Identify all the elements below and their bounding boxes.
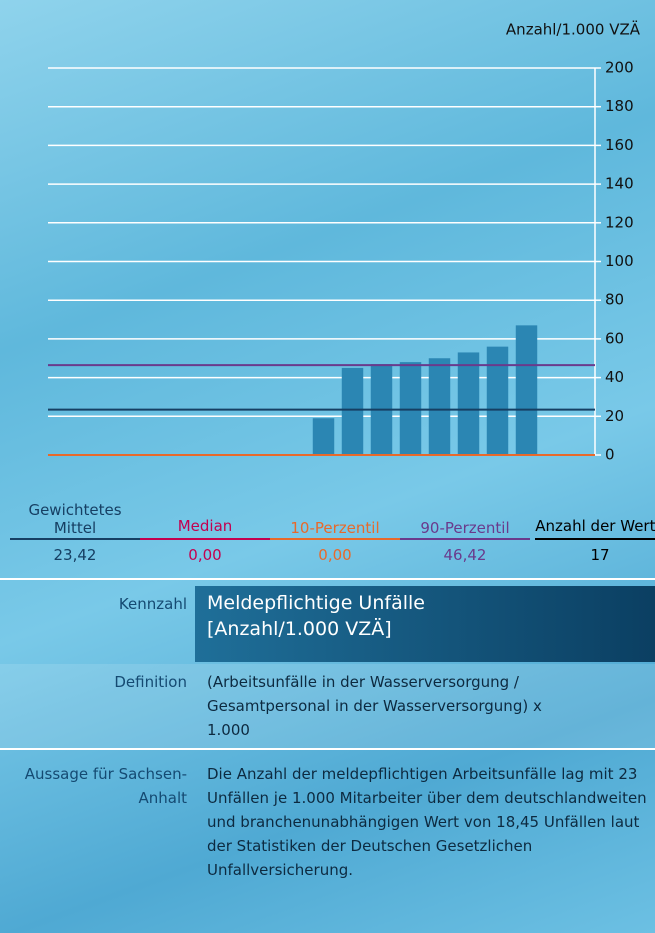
info-row: Kennzahl Meldepflichtige Unfälle [Anzahl… xyxy=(0,586,655,662)
info-title: Meldepflichtige Unfälle [Anzahl/1.000 VZ… xyxy=(207,592,425,640)
stat-value: 0,00 xyxy=(318,546,352,564)
bar xyxy=(428,358,451,455)
stat-label: Median xyxy=(140,484,270,540)
info-label: Kennzahl xyxy=(118,595,187,613)
title-band xyxy=(195,586,655,662)
y-tick-label: 160 xyxy=(605,136,634,154)
axis-label: Anzahl/1.000 VZÄ xyxy=(506,20,641,39)
stat-underline xyxy=(400,538,530,540)
stat-label: Gewichtetes Mittel xyxy=(28,501,122,537)
chart: Anzahl/1.000 VZÄ 0 20 40 60 80 100 120 140 160 18… xyxy=(48,20,641,464)
y-tick-label: 20 xyxy=(605,407,624,425)
y-tick-label: 180 xyxy=(605,97,634,115)
y-tick-label: 40 xyxy=(605,368,624,386)
stat-value: 17 xyxy=(590,546,610,564)
y-tick-label: 120 xyxy=(605,213,634,231)
stat-underline xyxy=(270,538,400,540)
info-label: Aussage für Sachsen-Anhalt xyxy=(24,765,187,807)
y-tick-label: 0 xyxy=(605,446,615,464)
bar xyxy=(399,362,422,455)
bar xyxy=(312,418,335,455)
stat-value: 46,42 xyxy=(443,546,487,564)
stat-label: 90-Perzentil xyxy=(420,519,510,537)
info-label: Definition xyxy=(114,673,187,691)
stat-value: 0,00 xyxy=(188,546,222,564)
stat-label: Anzahl der Werte xyxy=(535,484,655,540)
y-tick-label: 140 xyxy=(605,175,634,193)
stat-label: 10-Perzentil xyxy=(290,519,380,537)
info-text: Die Anzahl der meldepflichtigen Arbeitsu… xyxy=(207,765,647,879)
bar xyxy=(341,367,364,455)
y-tick-label: 100 xyxy=(605,252,634,270)
info-row: Definition (Arbeitsunfälle in der Wasser… xyxy=(0,664,655,750)
y-tick-label: 80 xyxy=(605,291,624,309)
info-text: (Arbeitsunfälle in der Wasserversorgung … xyxy=(207,673,542,739)
stat-underline xyxy=(535,538,655,540)
separator xyxy=(0,578,655,580)
bar xyxy=(457,352,480,455)
stat-value: 23,42 xyxy=(53,546,97,564)
y-tick-label: 60 xyxy=(605,329,624,347)
stat-underline xyxy=(10,538,140,540)
bar xyxy=(486,346,509,455)
bar xyxy=(515,325,538,455)
stat-underline xyxy=(140,538,270,540)
info-row: Aussage für Sachsen-Anhalt Die Anzahl de… xyxy=(0,754,655,933)
y-tick-label: 200 xyxy=(605,59,634,77)
